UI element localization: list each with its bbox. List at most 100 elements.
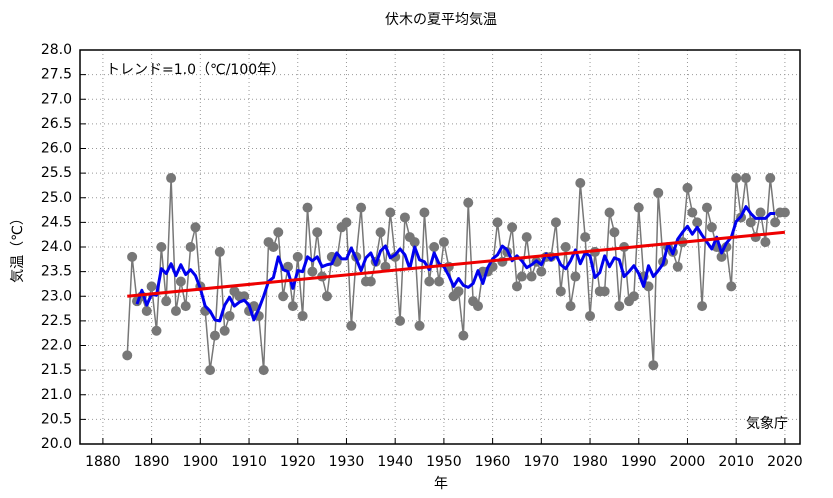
y-tick-label: 22.0 xyxy=(41,338,72,354)
data-point xyxy=(575,177,586,188)
y-axis-label: 気温（℃） xyxy=(10,211,26,283)
running-mean-line xyxy=(135,205,776,323)
x-tick-label: 1970 xyxy=(524,454,560,470)
y-tick-label: 24.0 xyxy=(41,239,72,255)
data-line xyxy=(126,177,785,371)
y-tick-label: 26.5 xyxy=(41,116,72,132)
data-point xyxy=(560,242,571,252)
data-point xyxy=(127,251,138,262)
y-tick-label: 20.5 xyxy=(41,411,72,427)
x-tick-label: 1950 xyxy=(426,454,462,470)
y-tick-label: 27.0 xyxy=(41,91,72,107)
data-point xyxy=(463,197,474,208)
chart-title: 伏木の夏平均気温 xyxy=(385,12,497,28)
data-point xyxy=(278,291,289,302)
data-point xyxy=(122,350,133,361)
data-point xyxy=(390,251,401,262)
data-point xyxy=(614,301,625,312)
data-point xyxy=(507,222,518,233)
data-point xyxy=(565,301,576,312)
data-point xyxy=(458,330,469,341)
y-tick-label: 23.5 xyxy=(41,264,72,280)
data-point xyxy=(438,237,449,248)
data-point xyxy=(697,301,708,312)
data-point xyxy=(419,207,430,218)
data-point xyxy=(307,266,318,277)
data-point xyxy=(414,320,425,331)
y-tick-label: 26.0 xyxy=(41,141,72,157)
data-point xyxy=(745,217,756,228)
data-point xyxy=(516,271,527,282)
data-point xyxy=(292,251,303,262)
annotation: トレンド=1.0（℃/100年） xyxy=(106,62,285,78)
data-point xyxy=(628,291,639,302)
data-point xyxy=(492,217,503,228)
x-tick-label: 1980 xyxy=(572,454,608,470)
data-point xyxy=(180,301,191,312)
data-point xyxy=(312,227,323,238)
data-point xyxy=(209,330,220,341)
x-tick-label: 1880 xyxy=(85,454,121,470)
data-point xyxy=(550,217,561,228)
trend-line xyxy=(127,230,786,298)
x-tick-label: 1920 xyxy=(280,454,316,470)
data-point xyxy=(604,207,615,218)
data-point xyxy=(682,182,693,193)
y-tick-label: 27.5 xyxy=(41,67,72,83)
plot-frame xyxy=(79,49,801,445)
data-point xyxy=(156,242,167,252)
data-point xyxy=(341,217,352,228)
data-point xyxy=(399,212,410,223)
data-point xyxy=(205,365,216,376)
data-point xyxy=(141,306,152,317)
data-point xyxy=(765,173,776,184)
data-point xyxy=(526,271,537,282)
data-point xyxy=(453,286,464,297)
data-point xyxy=(740,173,751,184)
x-tick-label: 2010 xyxy=(718,454,754,470)
data-point xyxy=(268,242,279,252)
data-point xyxy=(346,320,357,331)
y-tick-label: 21.0 xyxy=(41,387,72,403)
data-point xyxy=(687,207,698,218)
data-point xyxy=(239,291,250,302)
x-tick-label: 1990 xyxy=(621,454,657,470)
y-tick-label: 24.5 xyxy=(41,214,72,230)
x-tick-label: 1940 xyxy=(377,454,413,470)
data-point xyxy=(585,310,596,321)
data-point xyxy=(175,276,186,287)
data-point xyxy=(609,227,620,238)
data-point xyxy=(555,286,566,297)
x-tick-label: 1960 xyxy=(475,454,511,470)
data-point xyxy=(380,261,391,272)
x-tick-label: 1890 xyxy=(134,454,170,470)
y-tick-label: 25.5 xyxy=(41,165,72,181)
data-point xyxy=(521,232,532,243)
data-point xyxy=(166,173,177,184)
data-point xyxy=(779,207,790,218)
data-point xyxy=(755,207,766,218)
data-point xyxy=(356,202,367,213)
data-point xyxy=(706,222,717,233)
x-tick-label: 1910 xyxy=(231,454,267,470)
y-tick-label: 22.5 xyxy=(41,313,72,329)
data-point xyxy=(146,281,157,292)
data-point xyxy=(633,202,644,213)
data-point xyxy=(170,306,181,317)
data-point xyxy=(375,227,386,238)
data-point xyxy=(273,227,284,238)
y-tick-label: 20.0 xyxy=(41,436,72,452)
data-point xyxy=(321,291,332,302)
data-point xyxy=(395,315,406,326)
data-point xyxy=(385,207,396,218)
data-point xyxy=(731,173,742,184)
data-point xyxy=(297,310,308,321)
data-point xyxy=(190,222,201,233)
data-point xyxy=(214,246,225,257)
data-point xyxy=(570,271,581,282)
data-point xyxy=(511,281,522,292)
data-point xyxy=(672,261,683,272)
data-point xyxy=(692,217,703,228)
y-tick-label: 28.0 xyxy=(41,42,72,58)
